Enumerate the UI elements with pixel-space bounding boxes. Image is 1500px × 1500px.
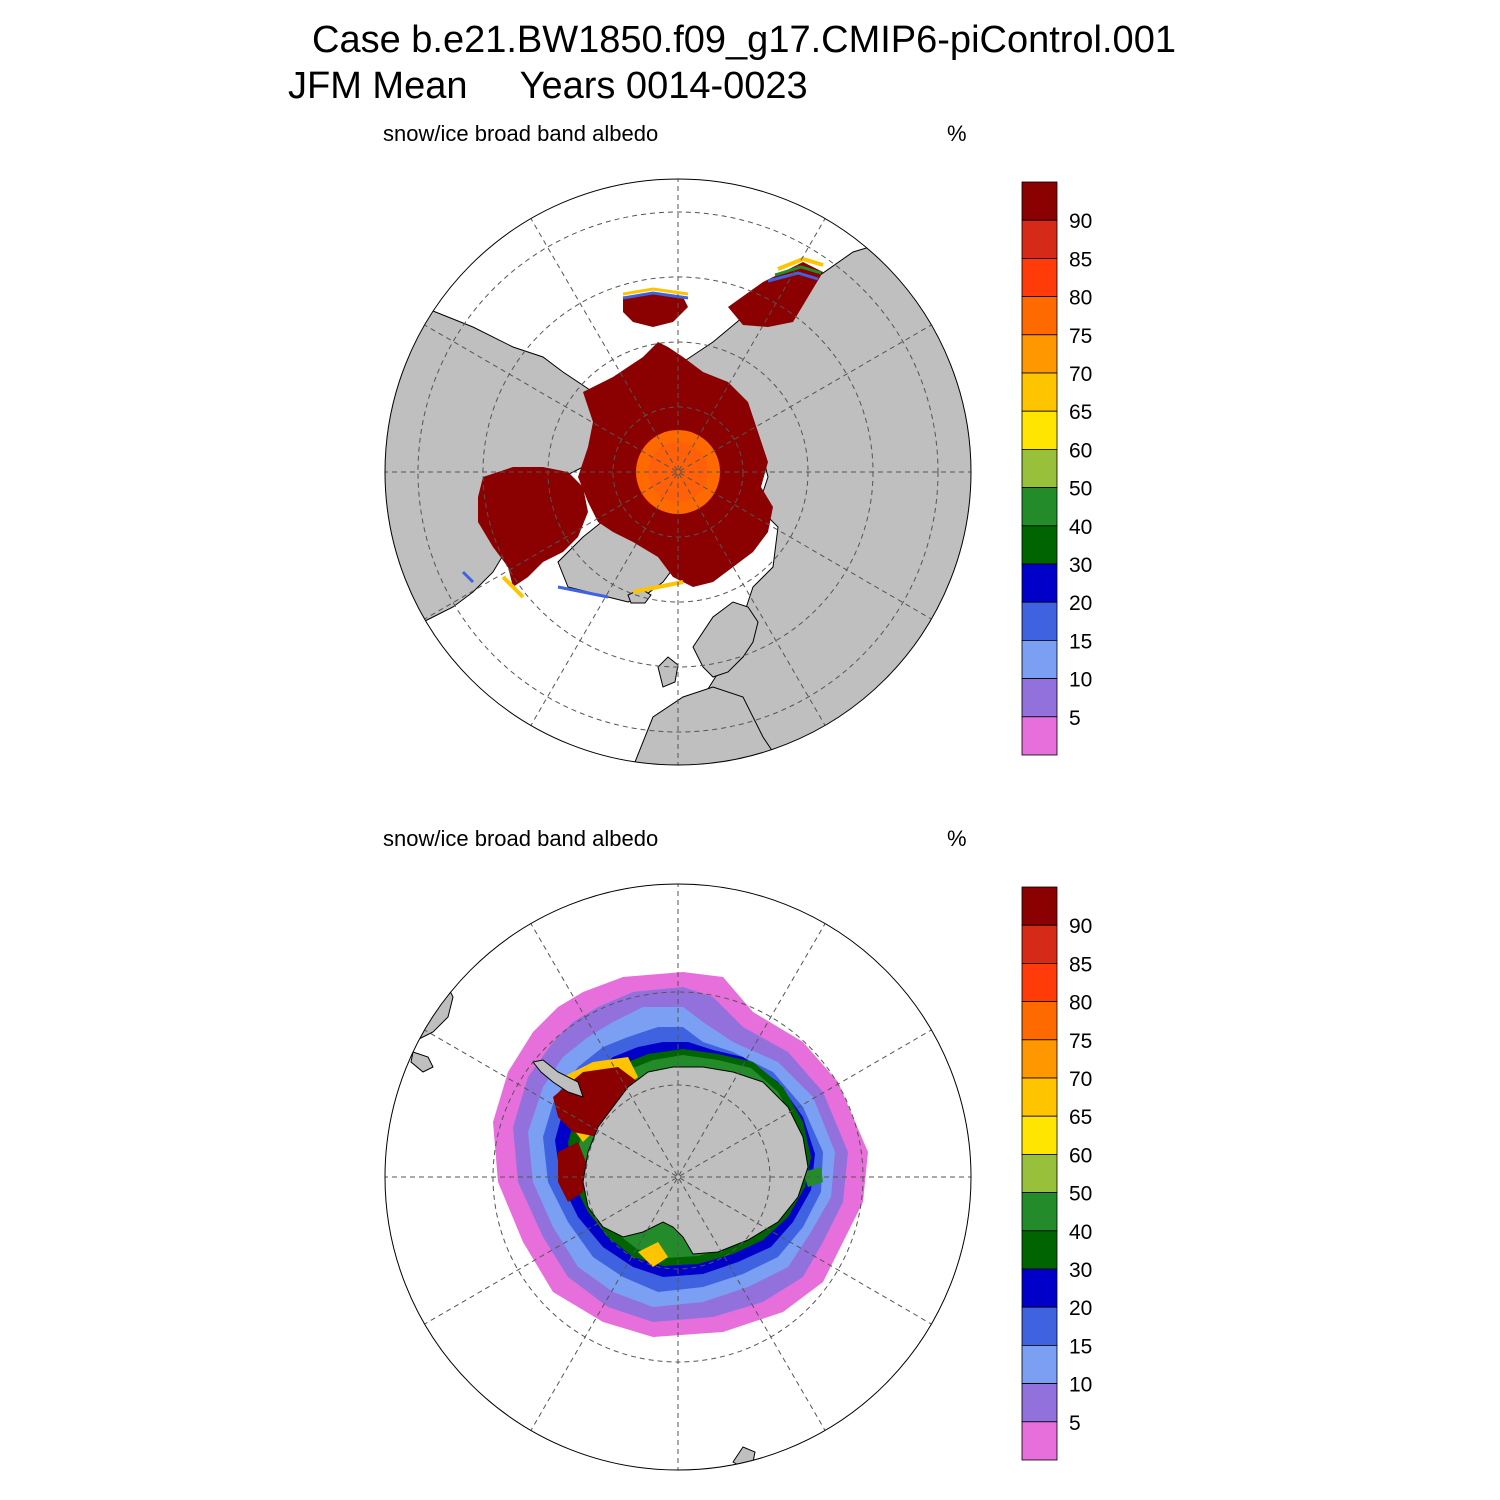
- nh-colorbar-box-2: [1021, 258, 1058, 298]
- nh-land: [385, 236, 971, 765]
- sh-colorbar-box-8: [1021, 1192, 1058, 1232]
- sh-colorbar-label-12: 10: [1069, 1374, 1092, 1397]
- sh-variable-label: snow/ice broad band albedo: [383, 826, 659, 851]
- sh-colorbar-box-14: [1021, 1421, 1058, 1461]
- years-label: Years 0014-0023: [519, 65, 808, 107]
- sh-colorbar-label-7: 50: [1069, 1183, 1092, 1206]
- sh-colorbar-label-4: 70: [1069, 1068, 1092, 1091]
- figure-title-period: JFM Mean Years 0014-0023: [288, 64, 808, 108]
- nh-colorbar-box-12: [1021, 639, 1058, 679]
- nh-colorbar-label-11: 15: [1069, 630, 1092, 653]
- nh-colorbar-box-14: [1021, 716, 1058, 756]
- nh-variable-label: snow/ice broad band albedo: [383, 121, 659, 146]
- nh-colorbar-box-7: [1021, 448, 1058, 488]
- nh-colorbar-label-10: 20: [1069, 592, 1092, 615]
- sh-colorbar-label-13: 5: [1069, 1412, 1081, 1435]
- sh-colorbar-label-11: 15: [1069, 1335, 1092, 1358]
- sh-polar-map: [384, 883, 972, 1471]
- sh-colorbar-box-1: [1021, 924, 1058, 964]
- sh-colorbar-box-9: [1021, 1230, 1058, 1270]
- nh-colorbar-label-4: 70: [1069, 363, 1092, 386]
- nh-colorbar-label-7: 50: [1069, 478, 1092, 501]
- sh-colorbar-box-10: [1021, 1268, 1058, 1308]
- nh-colorbar-label-9: 30: [1069, 554, 1092, 577]
- sh-colorbar-label-1: 85: [1069, 953, 1092, 976]
- nh-colorbar-box-13: [1021, 678, 1058, 718]
- figure-title-case: Case b.e21.BW1850.f09_g17.CMIP6-piContro…: [312, 19, 1176, 61]
- nh-colorbar-box-9: [1021, 525, 1058, 565]
- season-label: JFM Mean: [288, 65, 468, 107]
- nh-colorbar-label-6: 60: [1069, 439, 1092, 462]
- sh-colorbar-label-0: 90: [1069, 915, 1092, 938]
- nh-colorbar-box-4: [1021, 334, 1058, 374]
- sh-colorbar-box-13: [1021, 1383, 1058, 1423]
- sh-colorbar: 90 85 80 75 70 65 60 50 40 30 20 15 10 5: [1021, 886, 1092, 1461]
- nh-colorbar-box-6: [1021, 410, 1058, 450]
- nh-colorbar-label-1: 85: [1069, 248, 1092, 271]
- sh-colorbar-label-8: 40: [1069, 1221, 1092, 1244]
- nh-colorbar-label-2: 80: [1069, 287, 1092, 310]
- sh-colorbar-box-6: [1021, 1115, 1058, 1155]
- sh-colorbar-label-5: 65: [1069, 1106, 1092, 1129]
- nh-colorbar-label-12: 10: [1069, 669, 1092, 692]
- nh-polar-map: [384, 178, 972, 766]
- nh-colorbar-label-0: 90: [1069, 210, 1092, 233]
- nh-graticule: [385, 179, 971, 765]
- nh-colorbar-label-3: 75: [1069, 325, 1092, 348]
- sh-colorbar-label-9: 30: [1069, 1259, 1092, 1282]
- sh-colorbar-box-11: [1021, 1306, 1058, 1346]
- sh-colorbar-label-10: 20: [1069, 1297, 1092, 1320]
- sh-colorbar-label-3: 75: [1069, 1030, 1092, 1053]
- sh-colorbar-box-4: [1021, 1039, 1058, 1079]
- sh-colorbar-box-7: [1021, 1153, 1058, 1193]
- nh-colorbar-box-8: [1021, 487, 1058, 527]
- sh-colorbar-box-5: [1021, 1077, 1058, 1117]
- nh-colorbar-label-5: 65: [1069, 401, 1092, 424]
- nh-colorbar-box-10: [1021, 563, 1058, 603]
- sh-graticule: [385, 884, 971, 1470]
- sh-colorbar-label-6: 60: [1069, 1144, 1092, 1167]
- sh-colorbar-box-0: [1021, 886, 1058, 926]
- nh-colorbar-label-13: 5: [1069, 707, 1081, 730]
- sh-colorbar-box-3: [1021, 1001, 1058, 1041]
- nh-units-label: %: [947, 121, 967, 146]
- sh-units-label: %: [947, 826, 967, 851]
- sh-colorbar-label-2: 80: [1069, 992, 1092, 1015]
- nh-colorbar-label-8: 40: [1069, 516, 1092, 539]
- nh-colorbar-box-0: [1021, 181, 1058, 221]
- nh-colorbar-box-3: [1021, 296, 1058, 336]
- sh-colorbar-box-2: [1021, 963, 1058, 1003]
- nh-colorbar-box-11: [1021, 601, 1058, 641]
- nh-colorbar: 90 85 80 75 70 65 60 50 40 30 20 15 10 5: [1021, 181, 1092, 756]
- nh-colorbar-box-1: [1021, 219, 1058, 259]
- nh-colorbar-box-5: [1021, 372, 1058, 412]
- sh-colorbar-box-12: [1021, 1344, 1058, 1384]
